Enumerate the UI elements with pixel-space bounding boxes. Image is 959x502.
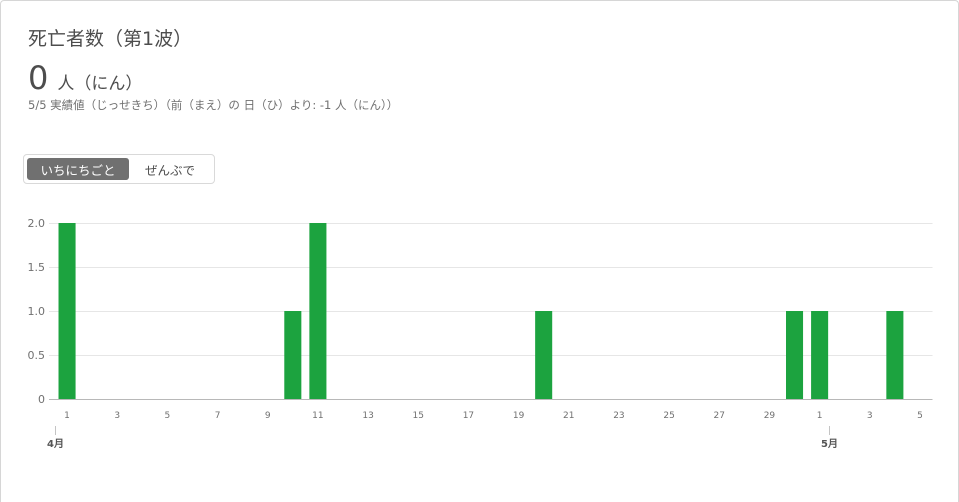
headline-unit: 人（にん） [57,74,143,94]
x-tick-label: 25 [663,411,674,421]
x-tick-label: 21 [563,411,574,421]
chart-bar[interactable] [535,311,553,399]
gridlines [49,223,933,400]
y-tick-label: 0 [38,393,45,406]
x-tick-label: 27 [714,411,725,421]
toggle-daily-button[interactable]: いちにちごと [27,158,129,180]
deaths-bar-chart: 00.51.01.52.01 3 5 7 9 11 13 15 17 19 21 23 25 27 29 1 3… [28,217,933,450]
x-tick-label: 5 [165,411,171,421]
headline: 0 人（にん） [28,59,142,97]
chart-bar[interactable] [58,223,76,399]
headline-value: 0 [28,59,49,97]
x-tick-label: 7 [215,411,221,421]
chart-bar[interactable] [284,311,302,399]
x-tick-label: 9 [265,411,271,421]
x-tick-label: 13 [362,411,373,421]
month-label: 5月 [821,438,838,450]
x-tick-label: 1 [817,411,823,421]
y-tick-label: 2.0 [28,217,46,230]
month-axis: 4月 5月 [47,426,838,450]
x-tick-label: 29 [764,411,776,421]
x-tick-label: 23 [613,411,624,421]
card-title: 死亡者数（第1波） [28,28,193,50]
x-tick-label: 3 [867,411,873,421]
x-tick-label: 19 [513,411,525,421]
chart-bar[interactable] [886,311,904,399]
x-tick-label: 3 [114,411,120,421]
x-axis-labels: 1 3 5 7 9 11 13 15 17 19 21 23 25 27 29 1 3 5 [64,411,923,421]
bars [58,223,904,399]
y-tick-label: 1.0 [28,305,46,318]
summary-text: 5/5 実績値（じっせきち）（前（まえ）の 日（ひ）より: -1 人（にん）） [28,98,399,112]
month-label: 4月 [47,438,64,450]
y-tick-label: 1.5 [28,261,46,274]
chart-bar[interactable] [309,223,327,399]
x-tick-label: 15 [413,411,424,421]
y-axis-labels: 0 0.5 1.0 1.5 2.0 [28,217,46,406]
x-tick-label: 1 [64,411,70,421]
y-tick-label: 0.5 [28,349,46,362]
view-toggle: いちにちごと ぜんぶで [23,154,215,184]
x-tick-label: 17 [463,411,474,421]
chart-bar[interactable] [785,311,804,399]
x-tick-label: 5 [917,411,923,421]
toggle-cumulative-button[interactable]: ぜんぶで [129,158,211,180]
x-tick-label: 11 [312,411,323,421]
chart-bar[interactable] [811,311,829,399]
